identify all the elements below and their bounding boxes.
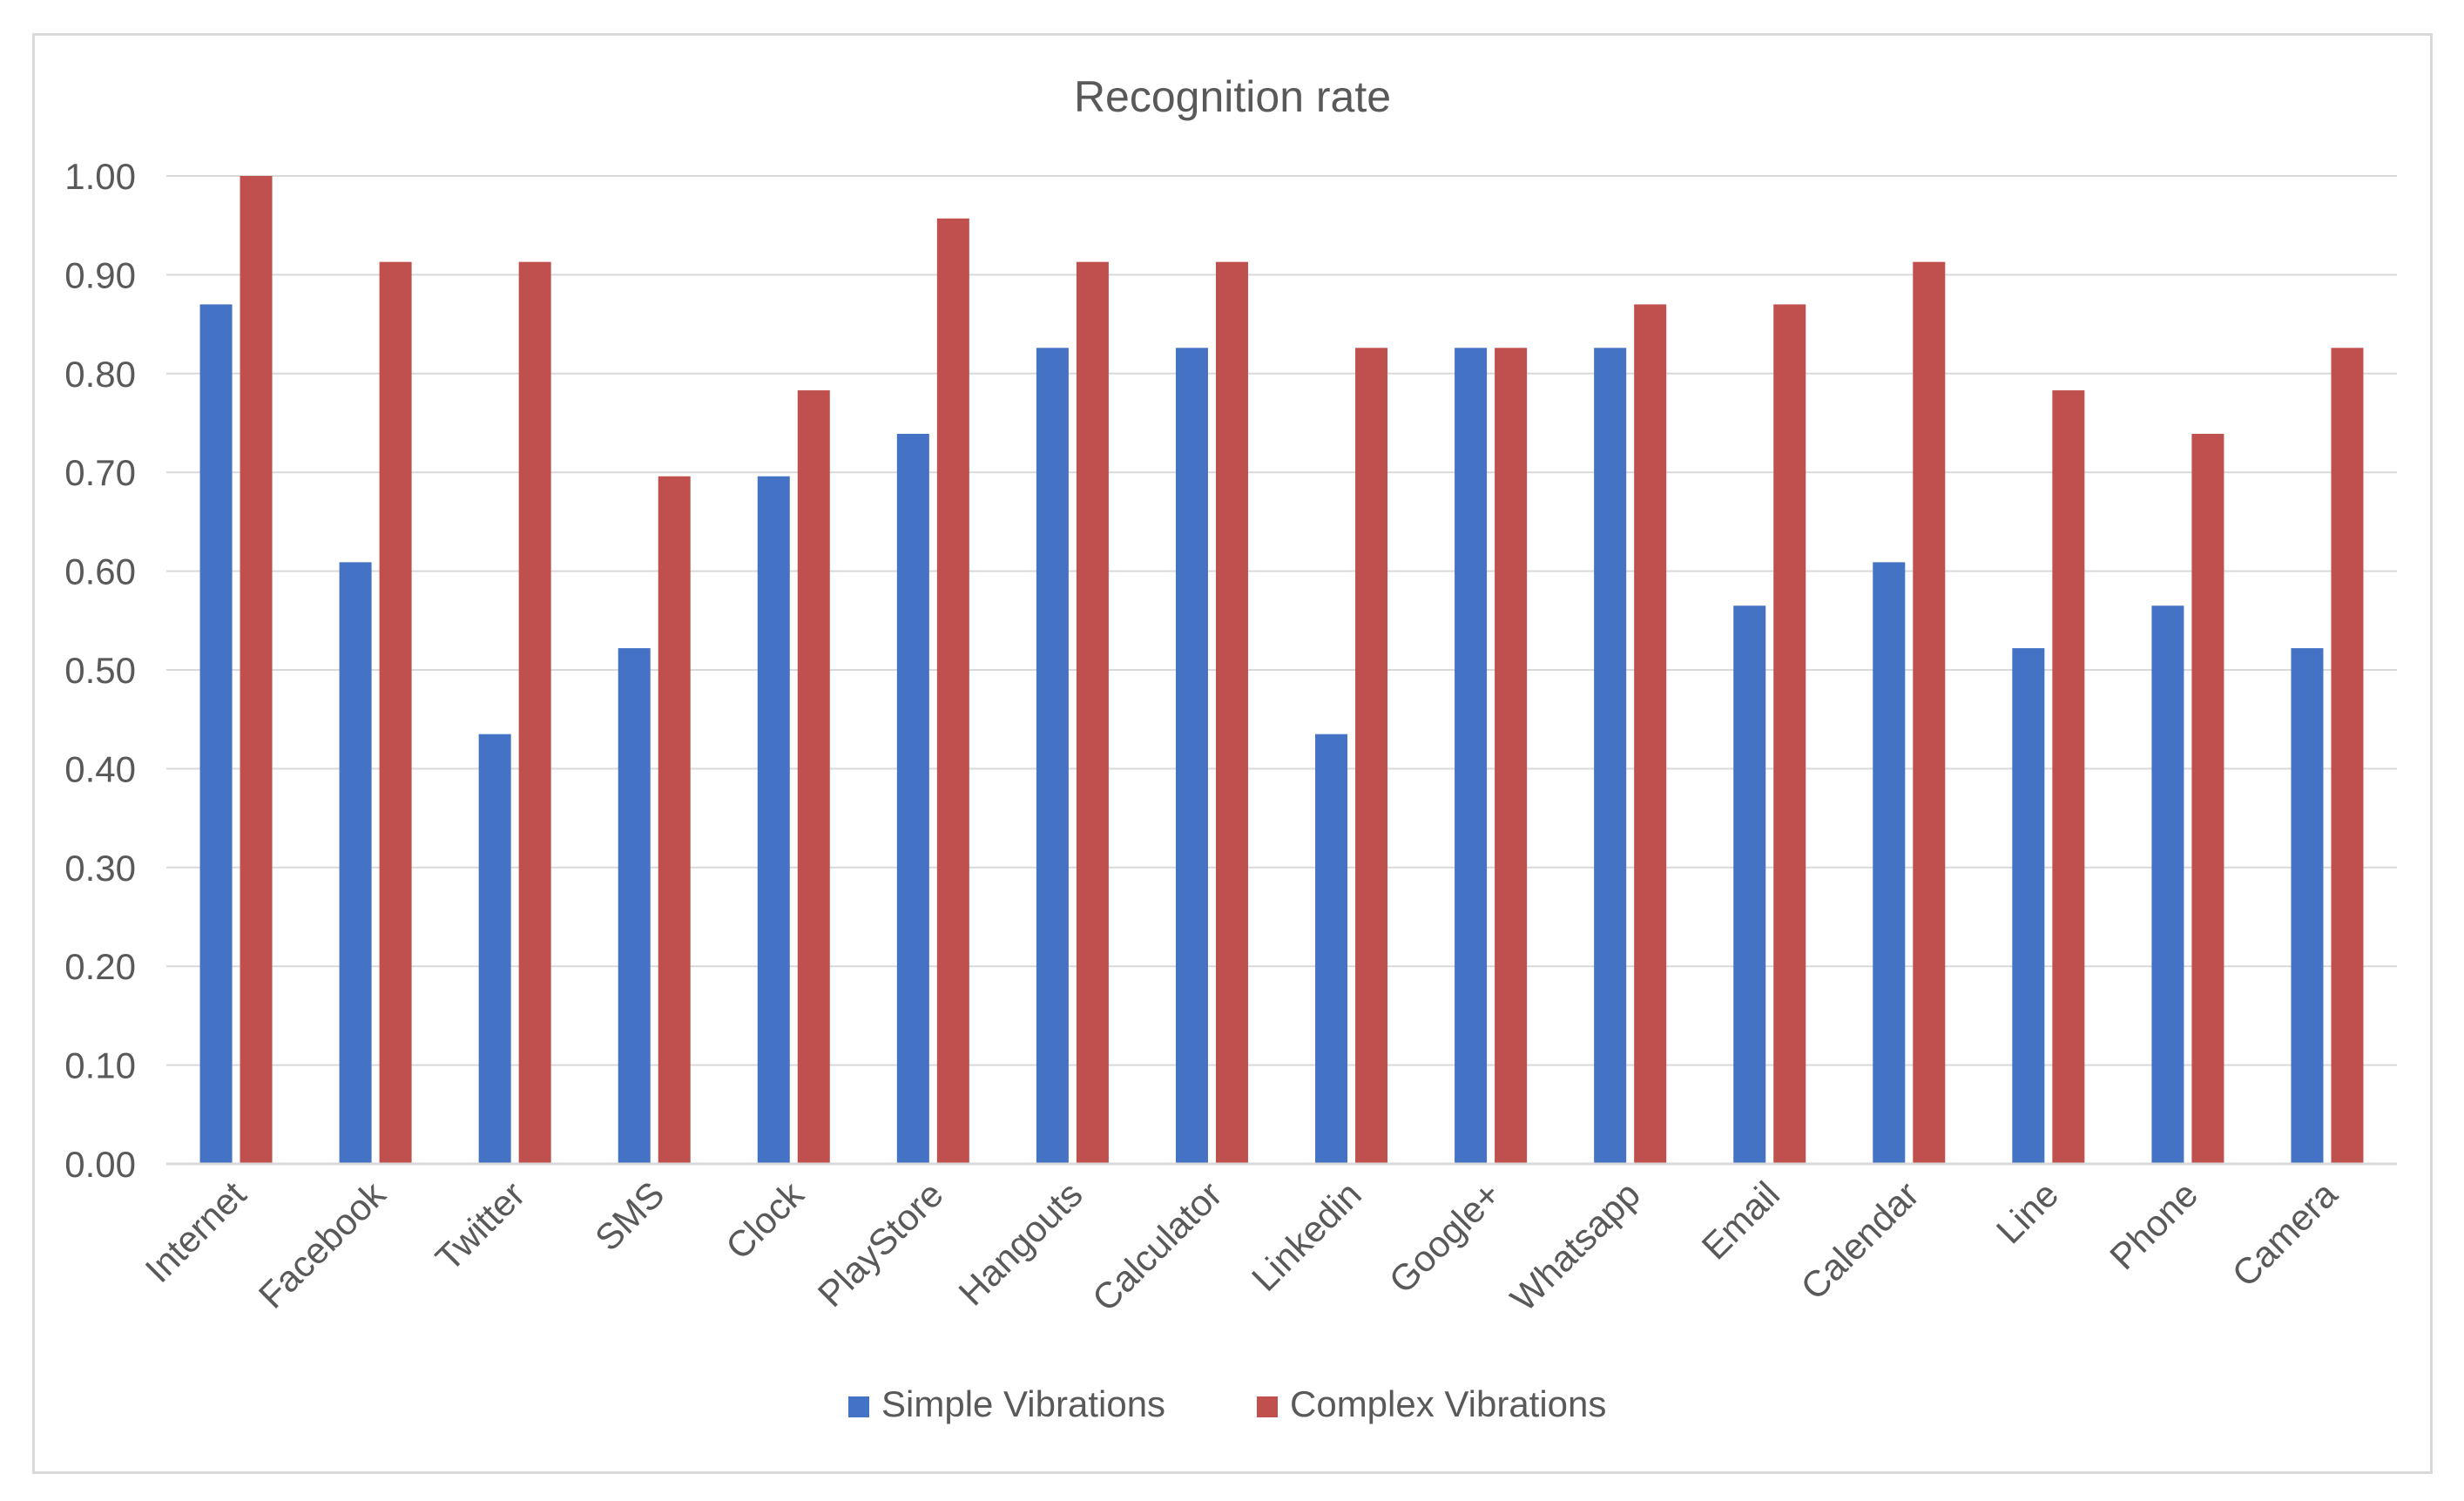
y-axis-tick-labels: 0.00 0.10 0.20 0.30 0.40 0.50 0.60 0.70 0.80 0.90… <box>64 156 136 1185</box>
bar-simple-whatsapp <box>1594 348 1627 1164</box>
bar-complex-clock <box>797 390 830 1164</box>
y-tick-label: 0.10 <box>64 1045 136 1086</box>
bar-complex-facebook <box>379 261 412 1165</box>
bar-simple-camera <box>2291 648 2324 1164</box>
bar-complex-email <box>1773 304 1806 1164</box>
x-tick-label: Linkedin <box>1244 1173 1369 1299</box>
bar-complex-internet <box>240 176 273 1164</box>
legend: Simple Vibrations Complex Vibrations <box>848 1383 1606 1424</box>
x-tick-label: Facebook <box>251 1173 394 1315</box>
y-tick-label: 0.70 <box>64 452 136 493</box>
bar-complex-google <box>1495 348 1528 1164</box>
bar-complex-calculator <box>1215 261 1248 1165</box>
bar-simple-google <box>1455 348 1488 1164</box>
bar-simple-phone <box>2151 605 2184 1164</box>
x-tick-label: SMS <box>587 1173 672 1259</box>
y-tick-label: 0.60 <box>64 551 136 592</box>
bar-complex-phone <box>2191 433 2224 1164</box>
bar-complex-playstore <box>936 218 969 1165</box>
bars <box>199 176 2364 1165</box>
legend-simple-label: Simple Vibrations <box>881 1383 1165 1424</box>
bar-complex-whatsapp <box>1634 304 1667 1164</box>
y-tick-label: 0.90 <box>64 254 136 295</box>
x-tick-label: Calendar <box>1792 1173 1927 1308</box>
y-tick-label: 0.80 <box>64 354 136 395</box>
bar-simple-clock <box>757 476 790 1164</box>
x-tick-label: Hangouts <box>950 1173 1090 1313</box>
bar-simple-calendar <box>1873 562 1906 1164</box>
legend-complex-label: Complex Vibrations <box>1290 1383 1606 1424</box>
bar-simple-playstore <box>896 433 929 1164</box>
legend-complex-swatch <box>1257 1396 1278 1417</box>
bar-complex-sms <box>658 476 691 1164</box>
x-tick-label: Phone <box>2102 1173 2205 1277</box>
x-tick-label: Line <box>1988 1173 2066 1251</box>
bar-complex-linkedin <box>1355 348 1388 1164</box>
bar-complex-hangouts <box>1076 261 1109 1165</box>
y-tick-label: 0.30 <box>64 848 136 889</box>
legend-simple-swatch <box>848 1396 869 1417</box>
x-tick-label: Google+ <box>1381 1173 1509 1301</box>
bar-complex-calendar <box>1913 261 1946 1165</box>
x-tick-label: PlayStore <box>810 1173 951 1315</box>
bar-complex-line <box>2052 390 2085 1164</box>
bar-simple-email <box>1733 605 1766 1164</box>
bar-simple-facebook <box>339 562 372 1164</box>
bar-complex-camera <box>2331 348 2364 1164</box>
bar-simple-hangouts <box>1036 348 1069 1164</box>
bar-simple-internet <box>199 304 233 1164</box>
x-tick-label: Clock <box>718 1173 812 1267</box>
y-tick-label: 0.00 <box>64 1144 136 1185</box>
bar-complex-twitter <box>518 261 551 1165</box>
bar-simple-calculator <box>1175 348 1208 1164</box>
bar-simple-line <box>2012 648 2045 1164</box>
chart-title: Recognition rate <box>1074 72 1391 121</box>
x-tick-label: Twitter <box>428 1173 533 1279</box>
x-tick-label: Internet <box>137 1173 253 1290</box>
y-tick-label: 0.50 <box>64 650 136 691</box>
x-tick-label: Camera <box>2224 1173 2345 1295</box>
y-tick-label: 1.00 <box>64 156 136 197</box>
x-tick-label: Calculator <box>1084 1173 1230 1319</box>
x-tick-label: Email <box>1694 1173 1788 1268</box>
bar-simple-twitter <box>478 734 511 1164</box>
bar-simple-linkedin <box>1315 734 1348 1164</box>
bar-simple-sms <box>618 648 651 1164</box>
x-tick-label: Whatsapp <box>1502 1173 1648 1319</box>
y-tick-label: 0.40 <box>64 748 136 789</box>
y-tick-label: 0.20 <box>64 946 136 987</box>
